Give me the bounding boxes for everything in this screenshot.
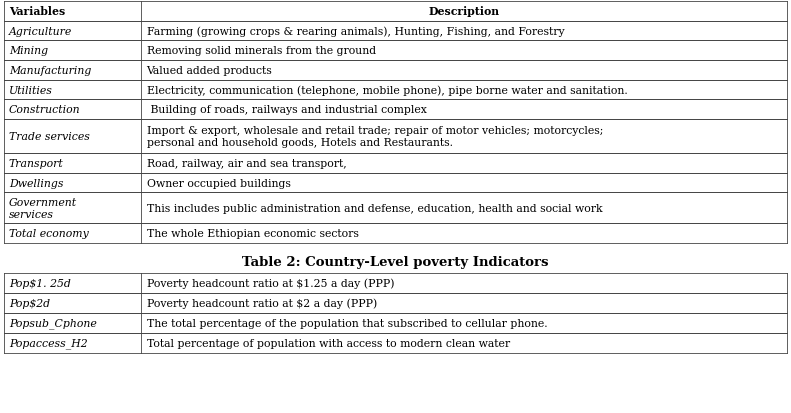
Text: Utilities: Utilities: [9, 85, 52, 95]
Text: Construction: Construction: [9, 105, 81, 115]
Text: Popaccess_H2: Popaccess_H2: [9, 338, 87, 348]
Text: Farming (growing crops & rearing animals), Hunting, Fishing, and Forestry: Farming (growing crops & rearing animals…: [146, 26, 564, 37]
Text: Building of roads, railways and industrial complex: Building of roads, railways and industri…: [146, 105, 426, 115]
Text: Agriculture: Agriculture: [9, 26, 72, 36]
Text: Dwellings: Dwellings: [9, 178, 63, 188]
Text: Poverty headcount ratio at $1.25 a day (PPP): Poverty headcount ratio at $1.25 a day (…: [146, 278, 394, 289]
Text: Transport: Transport: [9, 159, 63, 169]
Text: Total percentage of population with access to modern clean water: Total percentage of population with acce…: [146, 338, 509, 348]
Text: Pop$1. 25d: Pop$1. 25d: [9, 278, 70, 289]
Text: Valued added products: Valued added products: [146, 66, 272, 76]
Text: Poverty headcount ratio at $2 a day (PPP): Poverty headcount ratio at $2 a day (PPP…: [146, 298, 377, 309]
Text: Road, railway, air and sea transport,: Road, railway, air and sea transport,: [146, 159, 346, 169]
Text: Owner occupied buildings: Owner occupied buildings: [146, 178, 290, 188]
Text: The whole Ethiopian economic sectors: The whole Ethiopian economic sectors: [146, 229, 358, 239]
Text: Popsub_Cphone: Popsub_Cphone: [9, 318, 97, 328]
Text: This includes public administration and defense, education, health and social wo: This includes public administration and …: [146, 203, 602, 214]
Text: Pop$2d: Pop$2d: [9, 298, 50, 309]
Text: Removing solid minerals from the ground: Removing solid minerals from the ground: [146, 46, 376, 56]
Text: Table 2: Country-Level poverty Indicators: Table 2: Country-Level poverty Indicator…: [242, 256, 549, 269]
Text: Import & export, wholesale and retail trade; repair of motor vehicles; motorcycl: Import & export, wholesale and retail tr…: [146, 126, 603, 147]
Text: Government
services: Government services: [9, 197, 77, 219]
Text: Description: Description: [429, 6, 500, 17]
Text: Total economy: Total economy: [9, 229, 89, 239]
Text: Variables: Variables: [9, 6, 65, 17]
Text: Manufacturing: Manufacturing: [9, 66, 91, 76]
Text: Trade services: Trade services: [9, 132, 89, 142]
Text: The total percentage of the population that subscribed to cellular phone.: The total percentage of the population t…: [146, 318, 547, 328]
Text: Mining: Mining: [9, 46, 47, 56]
Text: Electricity, communication (telephone, mobile phone), pipe borne water and sanit: Electricity, communication (telephone, m…: [146, 85, 627, 96]
